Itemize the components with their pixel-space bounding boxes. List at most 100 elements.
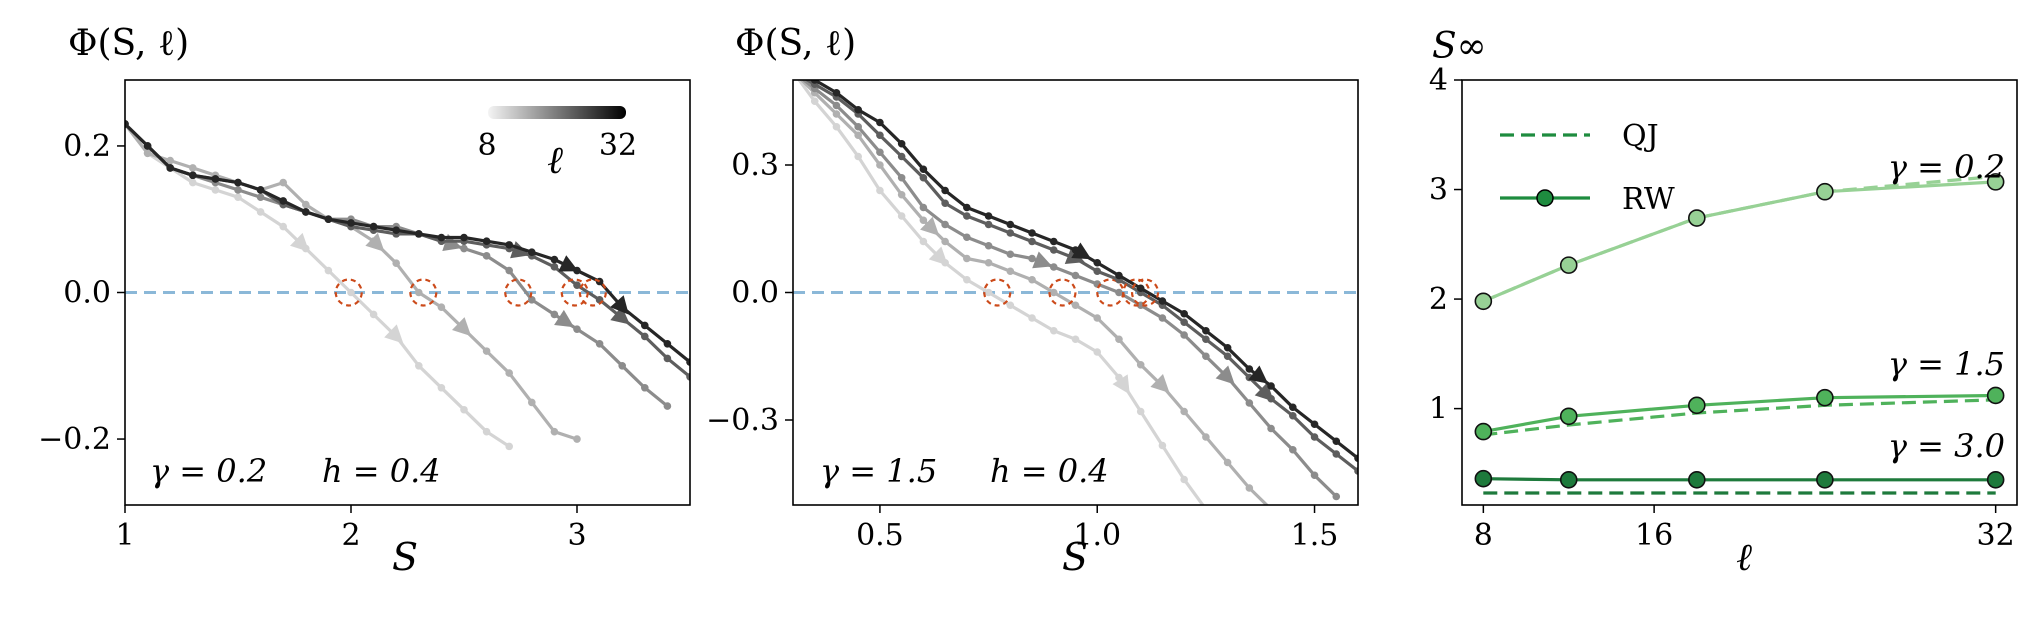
- colorbar-gradient: [488, 106, 626, 119]
- data-point: [1028, 237, 1036, 246]
- data-point: [1006, 229, 1015, 237]
- data-point: [1049, 246, 1058, 254]
- data-point: [1202, 335, 1210, 344]
- data-point: [595, 277, 604, 286]
- data-point: [1049, 263, 1058, 271]
- data-point: [1093, 314, 1102, 322]
- flow-arrow: [1248, 365, 1269, 384]
- colorbar-title: ℓ: [547, 138, 563, 182]
- gamma-annotation-1: γ = 0.2: [150, 452, 267, 490]
- data-point: [854, 122, 862, 131]
- rw-marker: [1986, 471, 2005, 489]
- x-tick-label: 1: [115, 518, 134, 553]
- data-point: [482, 252, 491, 260]
- data-point: [437, 383, 446, 392]
- h-annotation-1: h = 0.4: [322, 452, 441, 490]
- y-axis-label-3: S∞: [1432, 26, 1487, 67]
- rw-marker: [1559, 471, 1578, 489]
- data-point: [573, 281, 581, 289]
- data-point: [686, 372, 690, 381]
- data-point: [854, 152, 862, 161]
- data-point: [641, 383, 649, 392]
- y-tick-label: 0.0: [63, 276, 111, 311]
- rw-marker: [1474, 469, 1493, 488]
- fixed-point-marker: [983, 278, 1012, 307]
- x-tick-label: 32: [1977, 518, 2015, 553]
- flow-arrow: [1071, 242, 1092, 260]
- flow-arrow: [610, 306, 630, 325]
- data-point: [919, 203, 928, 212]
- data-point: [1093, 258, 1102, 267]
- x-tick-label: 3: [567, 518, 586, 553]
- ticks-2: 0.5 1.0 1.5 0.3 0.0 −0.3: [706, 148, 1338, 553]
- data-point: [1245, 365, 1254, 373]
- data-point: [595, 339, 604, 348]
- data-point: [789, 68, 797, 76]
- rw-marker: [1816, 182, 1834, 201]
- data-point: [482, 427, 491, 436]
- y-tick-label: 0.3: [731, 148, 779, 183]
- data-point: [897, 212, 906, 220]
- data-point: [1006, 301, 1015, 310]
- data-point: [211, 175, 220, 183]
- data-point: [854, 131, 862, 140]
- data-point: [1071, 271, 1080, 280]
- data-point: [550, 310, 559, 319]
- x-tick-label: 1.0: [1073, 518, 1121, 553]
- rw-marker: [1688, 471, 1706, 489]
- flow-arrow: [1112, 374, 1130, 395]
- panel-phi-gamma-1.5: 0.5 1.0 1.5 0.3 0.0 −0.3 Φ(S, ℓ) S γ = 1.5 h …: [706, 23, 1359, 579]
- data-point: [143, 149, 152, 158]
- flow-arrow: [554, 309, 575, 328]
- flow-arrow: [384, 324, 404, 344]
- x-tick-label: 16: [1635, 518, 1673, 553]
- data-point: [1158, 441, 1167, 450]
- data-point: [810, 97, 819, 106]
- data-point: [1136, 284, 1145, 293]
- data-point: [528, 296, 536, 304]
- data-point: [256, 186, 265, 194]
- data-point: [1310, 433, 1319, 441]
- data-point: [1136, 407, 1145, 416]
- data-point: [1310, 420, 1319, 429]
- data-point: [941, 186, 949, 195]
- data-point: [897, 139, 906, 148]
- flow-arrow: [1215, 365, 1235, 385]
- flow-curve-1: [125, 123, 511, 448]
- panel-s-infinity: 8 16 32 1 2 3 4 S∞ ℓ QJ RW γ = 0.2 γ = 1.5 γ =…: [1429, 26, 2018, 579]
- rw-marker: [1559, 407, 1578, 426]
- data-point: [1267, 505, 1275, 513]
- data-point: [166, 156, 174, 165]
- x-axis-label-1: S: [392, 535, 418, 579]
- data-point: [528, 398, 536, 407]
- data-point: [1223, 343, 1232, 352]
- data-point: [897, 152, 906, 161]
- data-point: [832, 122, 841, 131]
- y-axis-label-2: Φ(S, ℓ): [735, 23, 856, 64]
- data-point: [789, 68, 797, 76]
- data-point: [460, 233, 468, 242]
- data-point: [1049, 237, 1058, 246]
- data-point: [919, 165, 928, 174]
- fixed-point-marker: [1130, 278, 1160, 307]
- data-point: [256, 208, 265, 216]
- data-point: [279, 197, 288, 205]
- data-point: [876, 131, 884, 140]
- data-point: [1332, 492, 1341, 501]
- data-point: [1115, 271, 1123, 280]
- data-point: [1354, 454, 1358, 463]
- data-point: [125, 120, 129, 128]
- data-point: [789, 68, 797, 76]
- data-point: [1028, 254, 1036, 263]
- axes-frame-3: [1461, 79, 2018, 506]
- flow-arrow: [1150, 373, 1170, 393]
- data-point: [1115, 335, 1123, 344]
- x-tick-label: 2: [341, 518, 360, 553]
- data-point: [302, 200, 310, 209]
- data-point: [1136, 360, 1145, 369]
- data-point: [1223, 352, 1232, 361]
- x-tick-label: 8: [1474, 518, 1493, 553]
- data-point: [1006, 250, 1015, 259]
- data-point: [189, 164, 197, 172]
- data-point: [392, 226, 401, 235]
